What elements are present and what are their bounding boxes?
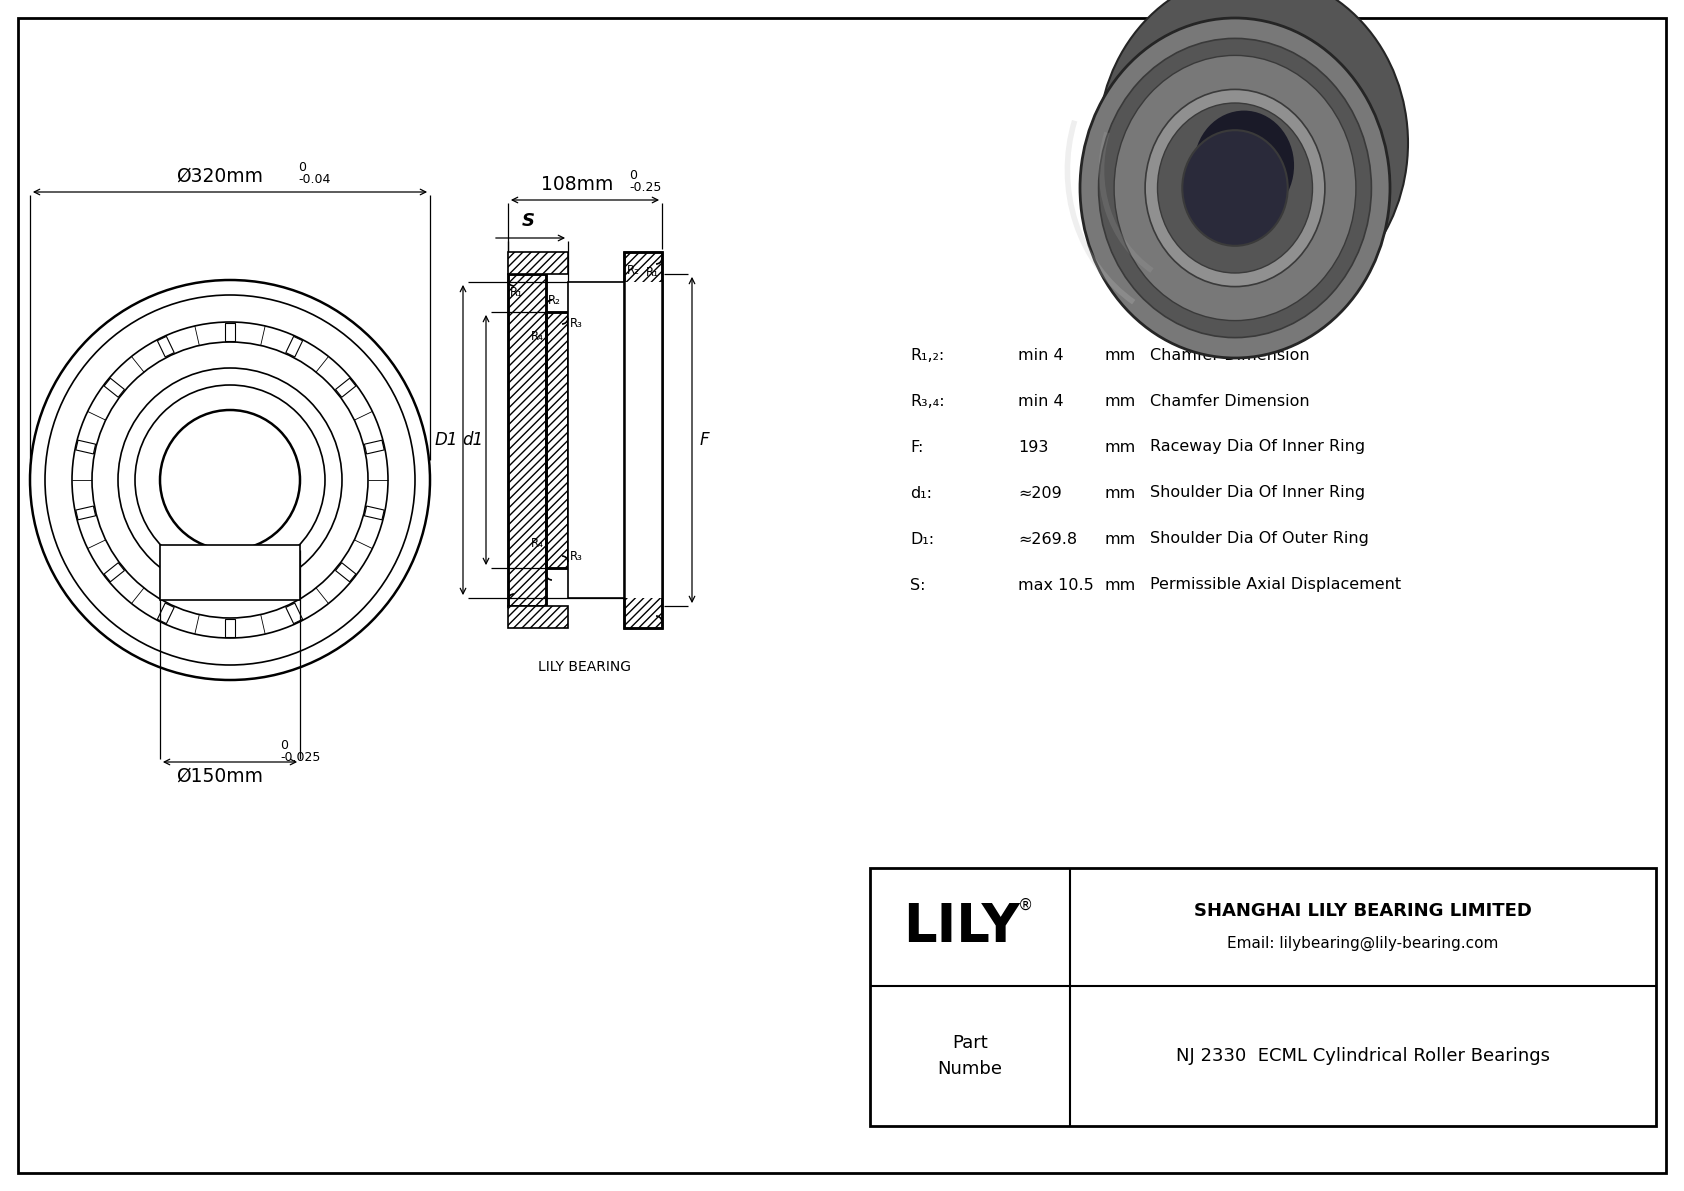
Text: 0: 0 — [298, 161, 306, 174]
Bar — [76, 506, 96, 519]
Bar — [364, 441, 384, 454]
Bar — [226, 323, 236, 341]
Bar — [76, 441, 96, 454]
Bar — [509, 274, 546, 606]
Text: Permissible Axial Displacement: Permissible Axial Displacement — [1150, 578, 1401, 592]
Bar — [871, 868, 1655, 1125]
Text: F:: F: — [909, 439, 923, 455]
Text: D₁:: D₁: — [909, 531, 935, 547]
Text: S: S — [522, 212, 534, 230]
Text: LILY: LILY — [904, 902, 1021, 953]
Bar — [286, 336, 303, 357]
Ellipse shape — [1098, 38, 1371, 337]
Text: Email: lilybearing@lily-bearing.com: Email: lilybearing@lily-bearing.com — [1228, 935, 1499, 950]
Text: 108mm: 108mm — [541, 175, 613, 194]
Text: R₄: R₄ — [530, 537, 544, 550]
Text: mm: mm — [1105, 578, 1137, 592]
Text: R₁: R₁ — [510, 286, 524, 299]
Text: -0.025: -0.025 — [280, 752, 320, 763]
Bar — [335, 563, 355, 581]
Ellipse shape — [1157, 102, 1312, 273]
Bar — [509, 252, 568, 274]
Text: min 4: min 4 — [1019, 348, 1064, 362]
Bar — [104, 563, 125, 581]
Text: R₂: R₂ — [626, 264, 640, 278]
Bar — [625, 252, 662, 628]
Text: mm: mm — [1105, 531, 1137, 547]
Text: Chamfer Dimension: Chamfer Dimension — [1150, 393, 1310, 409]
Text: Chamfer Dimension: Chamfer Dimension — [1150, 348, 1310, 362]
Text: LILY BEARING: LILY BEARING — [539, 660, 632, 674]
Text: ≈269.8: ≈269.8 — [1019, 531, 1078, 547]
Bar — [335, 379, 355, 398]
Bar — [625, 282, 662, 598]
Bar — [160, 545, 300, 600]
Text: d₁:: d₁: — [909, 486, 931, 500]
Text: SHANGHAI LILY BEARING LIMITED: SHANGHAI LILY BEARING LIMITED — [1194, 902, 1532, 919]
Text: R₁: R₁ — [647, 266, 658, 279]
Bar — [509, 274, 546, 606]
Text: R₁,₂:: R₁,₂: — [909, 348, 945, 362]
Ellipse shape — [1079, 18, 1389, 358]
Text: mm: mm — [1105, 348, 1137, 362]
Text: ®: ® — [1017, 898, 1032, 912]
Text: mm: mm — [1105, 393, 1137, 409]
Text: D1: D1 — [434, 431, 458, 449]
Bar — [625, 252, 662, 628]
Text: Raceway Dia Of Inner Ring: Raceway Dia Of Inner Ring — [1150, 439, 1366, 455]
Text: mm: mm — [1105, 486, 1137, 500]
Polygon shape — [1081, 169, 1406, 358]
Text: R₃: R₃ — [569, 317, 583, 330]
Text: Ø320mm: Ø320mm — [177, 167, 263, 186]
Text: 0: 0 — [630, 169, 637, 182]
Bar — [364, 506, 384, 519]
Ellipse shape — [1115, 56, 1356, 320]
Text: min 4: min 4 — [1019, 393, 1064, 409]
Text: Shoulder Dia Of Inner Ring: Shoulder Dia Of Inner Ring — [1150, 486, 1366, 500]
Text: Part
Numbe: Part Numbe — [938, 1035, 1002, 1078]
Text: Ø150mm: Ø150mm — [177, 767, 263, 786]
Ellipse shape — [1194, 111, 1293, 220]
Bar — [509, 606, 568, 628]
Bar — [568, 282, 625, 598]
Text: -0.04: -0.04 — [298, 173, 330, 186]
Text: R₄: R₄ — [530, 330, 544, 343]
Text: -0.25: -0.25 — [630, 181, 662, 194]
Bar — [104, 379, 125, 398]
Ellipse shape — [1145, 89, 1325, 287]
Bar — [157, 603, 173, 624]
Text: Shoulder Dia Of Outer Ring: Shoulder Dia Of Outer Ring — [1150, 531, 1369, 547]
Bar — [546, 312, 568, 568]
Text: R₃: R₃ — [569, 550, 583, 563]
Bar — [157, 336, 173, 357]
Bar — [286, 603, 303, 624]
Text: d1: d1 — [461, 431, 483, 449]
Ellipse shape — [1098, 0, 1408, 313]
Bar — [226, 619, 236, 637]
Text: F: F — [701, 431, 709, 449]
Text: R₃,₄:: R₃,₄: — [909, 393, 945, 409]
Bar — [546, 312, 568, 568]
Text: S:: S: — [909, 578, 926, 592]
Text: NJ 2330  ECML Cylindrical Roller Bearings: NJ 2330 ECML Cylindrical Roller Bearings — [1175, 1047, 1549, 1065]
Ellipse shape — [1182, 130, 1288, 245]
Text: 0: 0 — [280, 738, 288, 752]
Text: max 10.5: max 10.5 — [1019, 578, 1093, 592]
Text: R₂: R₂ — [547, 294, 561, 307]
Text: ≈209: ≈209 — [1019, 486, 1061, 500]
Text: mm: mm — [1105, 439, 1137, 455]
Text: 193: 193 — [1019, 439, 1049, 455]
